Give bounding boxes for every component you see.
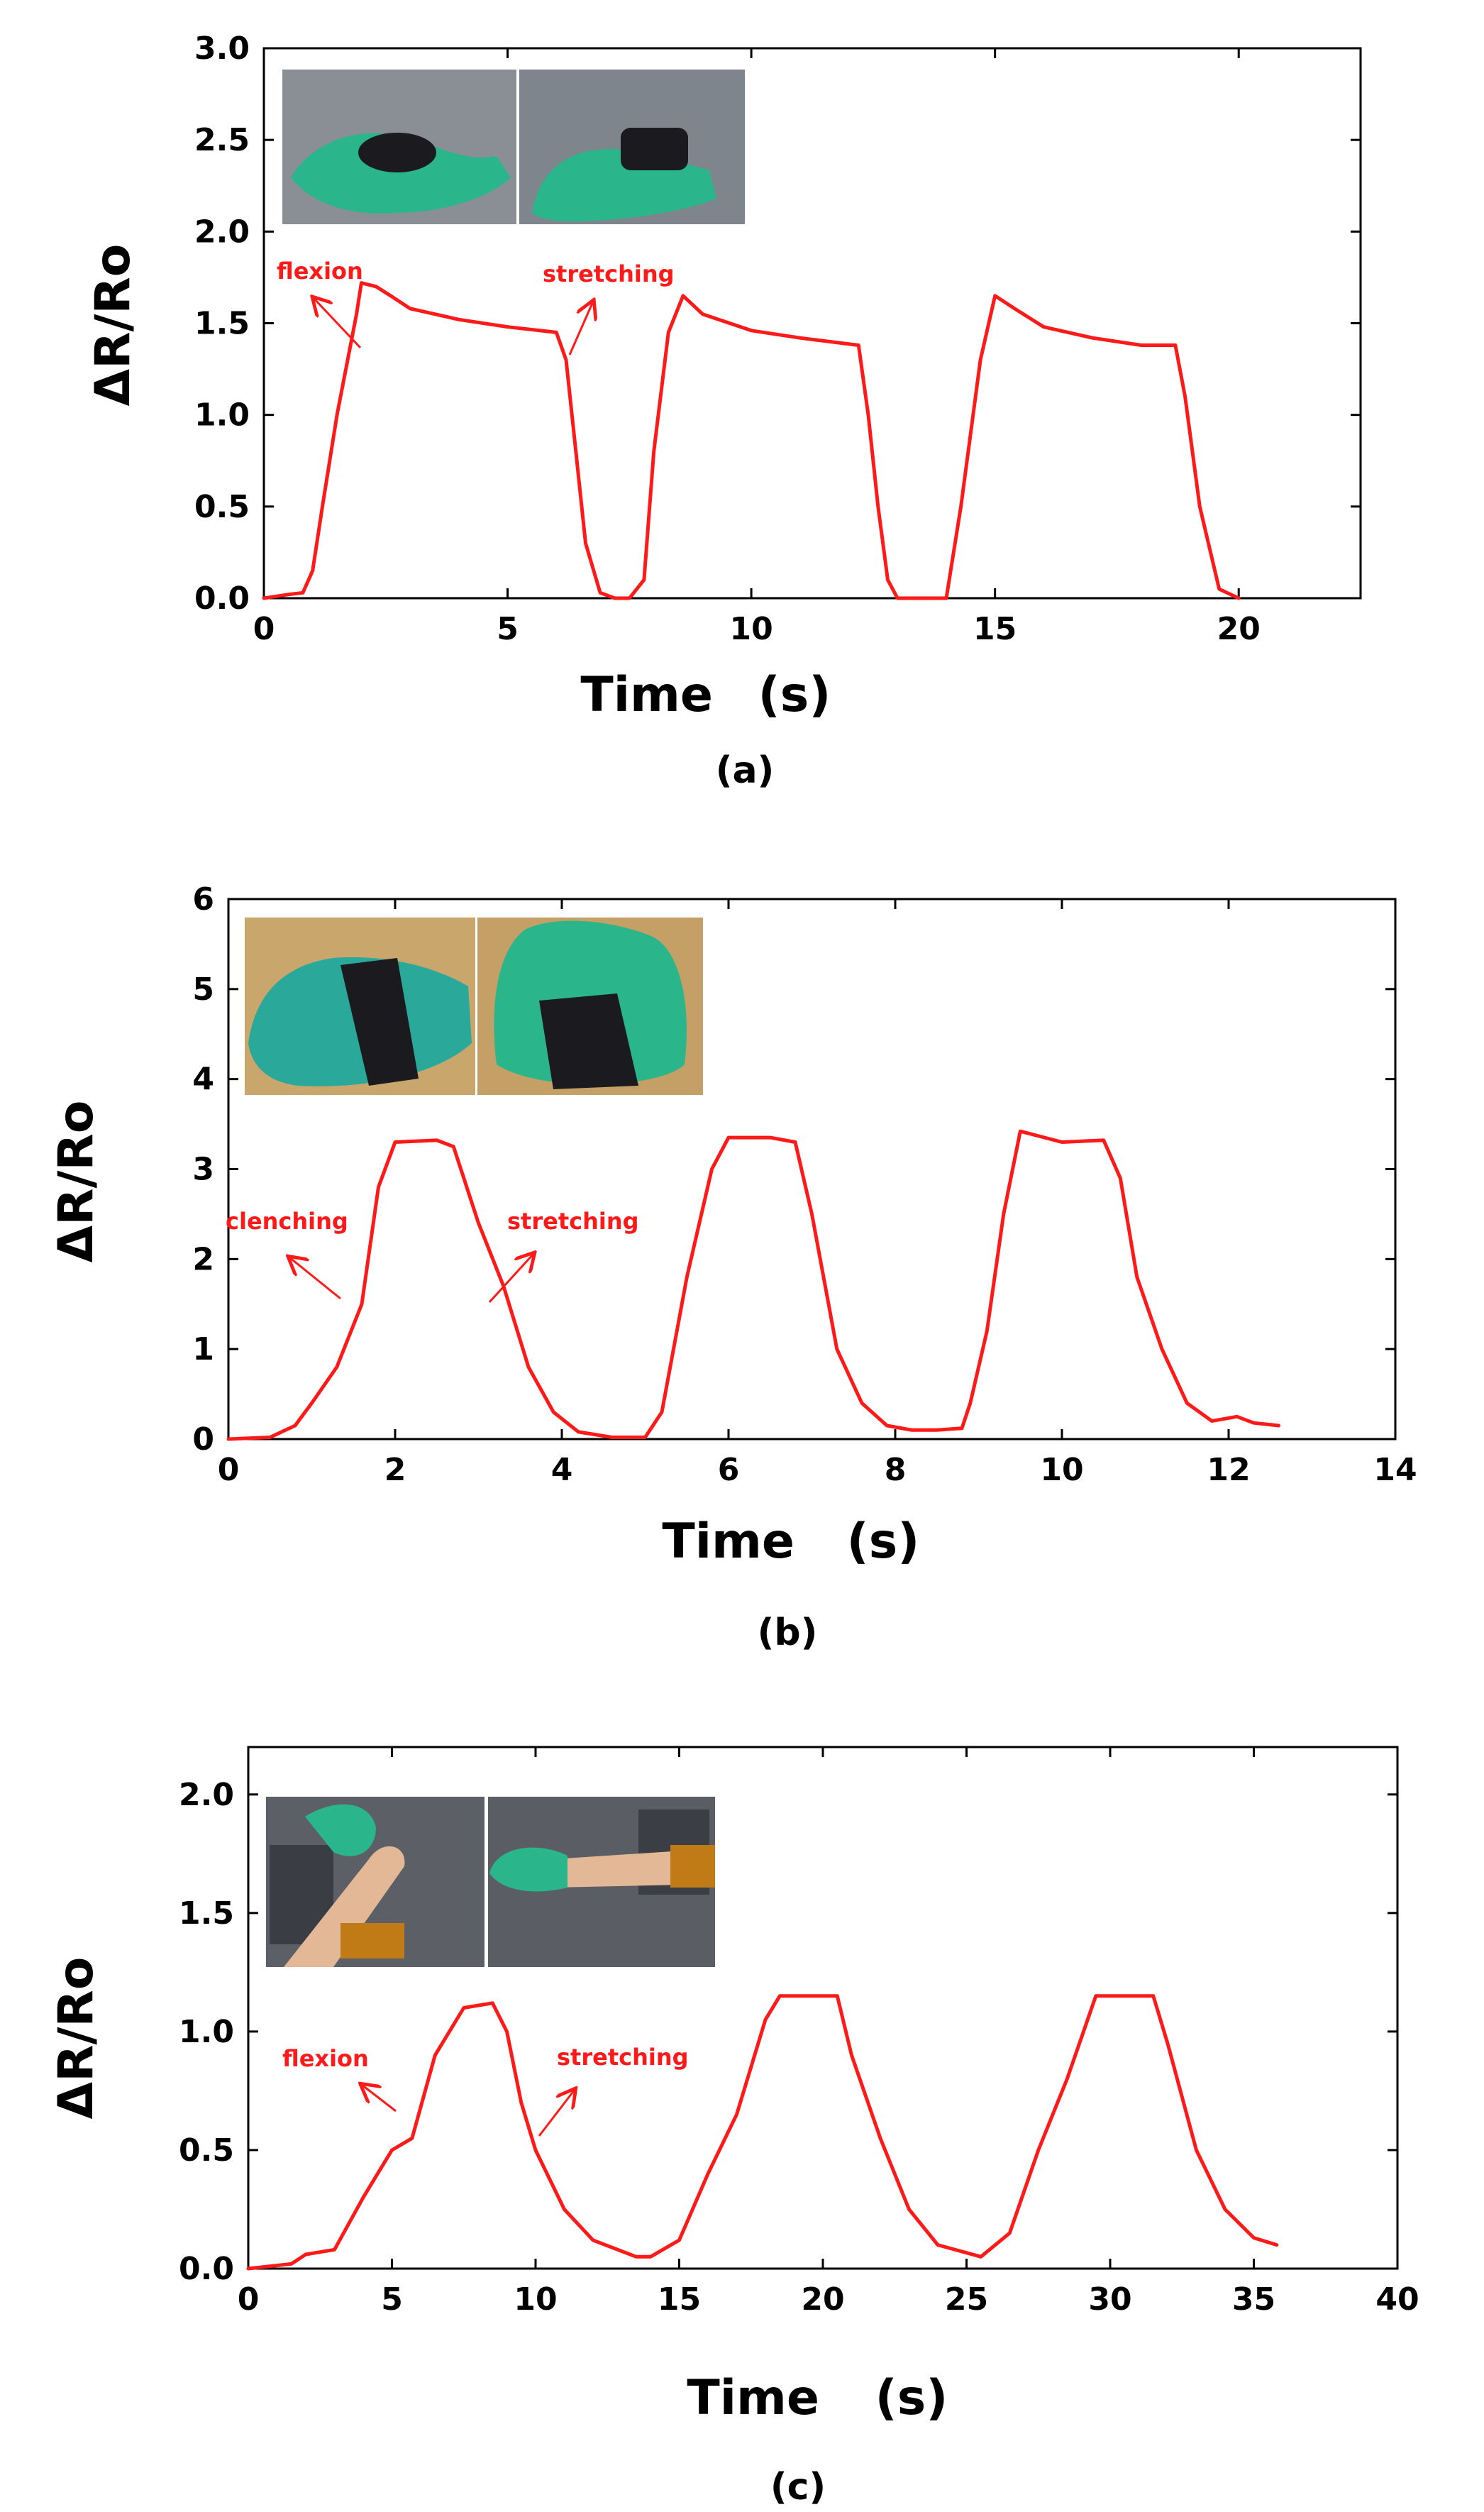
y-tick-label: 1.0 [179, 2014, 234, 2050]
annotation-arrow [538, 2090, 575, 2137]
sensor-on-finger [358, 133, 436, 172]
y-tick-label: 1 [192, 1331, 214, 1367]
y-tick-label: 2 [192, 1241, 214, 1277]
inset-photos-b [245, 918, 703, 1095]
y-tick-label: 0.0 [179, 2251, 234, 2287]
x-tick-label: 8 [885, 1452, 907, 1488]
x-tick-label: 20 [1217, 611, 1261, 647]
axis-ticks-c: 0 5 10 15 20 25 30 35 40 0.0 0.5 1.0 1.5 2.0 [179, 1747, 1419, 2318]
sensor-tape [539, 993, 638, 1089]
annotation-stretching-a: stretching [543, 260, 675, 356]
series-line-c [246, 1994, 1279, 2271]
x-tick-label: 5 [381, 2281, 403, 2318]
y-tick-label: 3.0 [194, 31, 250, 67]
panel-c: 0 5 10 15 20 25 30 35 40 0.0 0.5 1.0 1.5 2.0 Time (s)… [48, 1746, 1419, 2508]
x-axis-title-a: Time [580, 667, 713, 723]
plot-area-c: 0 5 10 15 20 25 30 35 40 0.0 0.5 1.0 1.5 2.0 [179, 1746, 1419, 2318]
panel-label-c: (c) [770, 2466, 826, 2508]
glove-shape [305, 1804, 376, 1856]
y-tick-label: 0.5 [179, 2132, 234, 2169]
x-tick-label: 30 [1088, 2281, 1131, 2318]
y-tick-label: 1.5 [179, 1895, 234, 1932]
x-tick-label: 0 [253, 611, 275, 647]
arm-skin [284, 1846, 405, 1967]
x-tick-label: 6 [718, 1452, 740, 1488]
x-tick-label: 15 [973, 611, 1017, 647]
x-tick-label: 40 [1375, 2281, 1419, 2318]
annotation-label: stretching [507, 1208, 639, 1235]
annotation-arrow [314, 298, 362, 349]
annotation-arrow [488, 1254, 533, 1304]
inset-photos-a [282, 70, 745, 224]
y-tick-label: 2.0 [194, 214, 250, 250]
annotation-arrow [289, 1257, 341, 1300]
y-tick-label: 0.5 [194, 489, 250, 525]
annotation-clenching-b: clenching [226, 1208, 348, 1300]
sensor-on-finger [621, 128, 688, 170]
panel-a: 0 5 10 15 20 0.0 0.5 1.0 1.5 2.0 2.5 3.0 Time (s) Δ… [85, 31, 1362, 792]
y-tick-label: 4 [192, 1062, 214, 1098]
axis-ticks-a: 0 5 10 15 20 0.0 0.5 1.0 1.5 2.0 2.5 3.0 [194, 31, 1361, 647]
annotation-flexion-a: flexion [277, 258, 363, 349]
x-axis-unit-a: (s) [758, 667, 831, 723]
panel-label-a: (a) [716, 749, 775, 792]
y-tick-label: 0.0 [194, 580, 250, 617]
annotation-label: stretching [557, 2044, 689, 2071]
annotation-arrow [568, 302, 593, 356]
y-tick-label: 5 [192, 971, 214, 1008]
x-tick-label: 20 [801, 2281, 844, 2318]
x-tick-label: 10 [514, 2281, 557, 2318]
y-tick-label: 2.0 [179, 1777, 234, 1813]
y-axis-title-c: ΔR/Ro [48, 1957, 104, 2120]
y-tick-label: 1.5 [194, 306, 250, 342]
copper-tape [340, 1923, 404, 1959]
annotation-flexion-c: flexion [282, 2045, 397, 2112]
x-tick-label: 14 [1373, 1452, 1417, 1488]
plot-area-a: 0 5 10 15 20 0.0 0.5 1.0 1.5 2.0 2.5 3.0 [194, 31, 1362, 647]
x-axis-unit-c: (s) [875, 2370, 948, 2426]
x-tick-label: 2 [384, 1452, 406, 1488]
series-line-a [262, 281, 1241, 600]
inset-photos-c [266, 1797, 715, 1967]
annotation-arrow [362, 2085, 397, 2112]
x-tick-label: 35 [1232, 2281, 1275, 2318]
annotation-stretching-b: stretching [488, 1208, 639, 1304]
annotation-label: clenching [226, 1208, 348, 1235]
y-tick-label: 3 [192, 1152, 214, 1188]
y-tick-label: 1.0 [194, 397, 250, 434]
copper-tape [670, 1845, 715, 1888]
x-axis-unit-b: (s) [847, 1514, 920, 1570]
y-axis-title-b: ΔR/Ro [48, 1101, 104, 1263]
x-tick-label: 5 [497, 611, 519, 647]
panel-label-b: (b) [758, 1612, 818, 1654]
annotation-label: stretching [543, 260, 675, 287]
x-tick-label: 25 [945, 2281, 988, 2318]
y-axis-title-a: ΔR/Ro [85, 244, 141, 407]
x-tick-label: 10 [729, 611, 773, 647]
x-axis-title-c: Time [687, 2370, 819, 2426]
sensor-tape [340, 958, 419, 1086]
glove-shape [291, 133, 511, 214]
x-tick-label: 4 [551, 1452, 573, 1488]
x-axis-title-b: Time [662, 1514, 794, 1570]
x-tick-label: 0 [238, 2281, 260, 2318]
x-tick-label: 15 [658, 2281, 701, 2318]
y-tick-label: 2.5 [194, 122, 250, 158]
annotation-label: flexion [277, 258, 363, 285]
series-line-b [226, 1129, 1280, 1441]
y-tick-label: 0 [192, 1421, 214, 1458]
annotation-stretching-c: stretching [538, 2044, 689, 2137]
y-tick-label: 6 [192, 881, 214, 918]
x-tick-label: 0 [218, 1452, 240, 1488]
x-tick-label: 12 [1207, 1452, 1250, 1488]
glove-shape [489, 1847, 567, 1892]
x-tick-label: 10 [1040, 1452, 1083, 1488]
annotation-label: flexion [282, 2045, 369, 2072]
